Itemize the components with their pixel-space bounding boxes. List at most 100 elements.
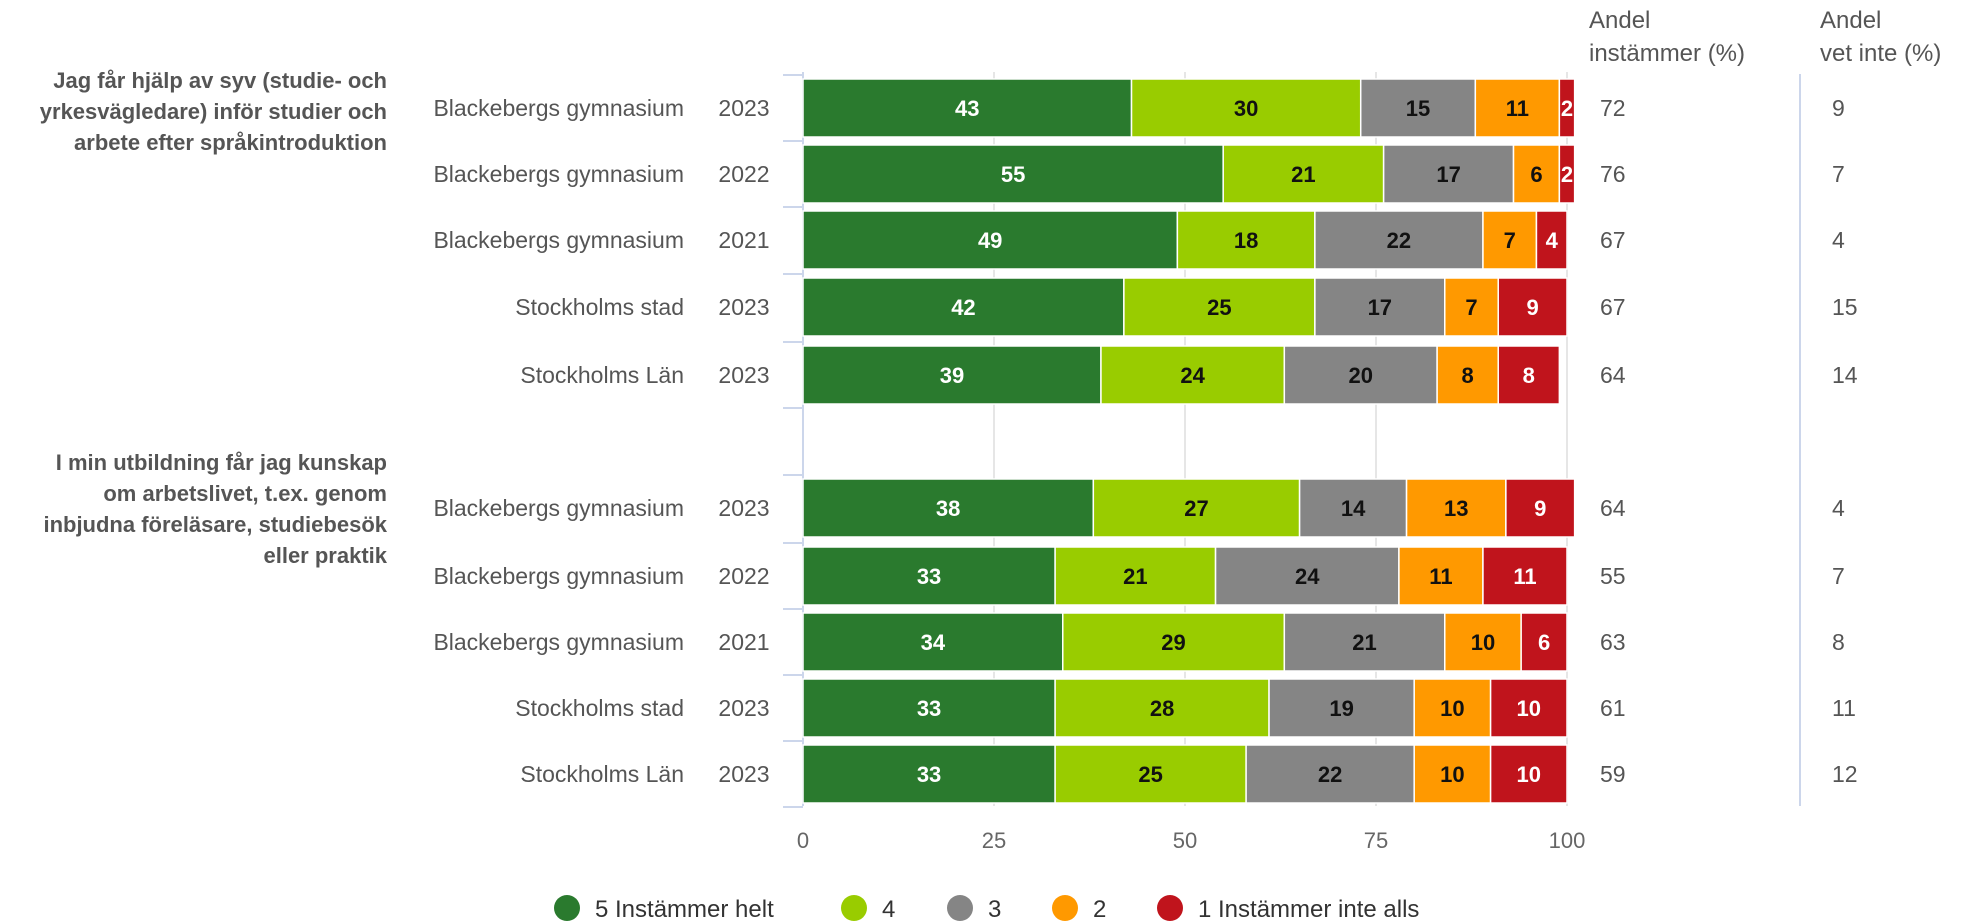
bar-segment[interactable] <box>802 546 1056 606</box>
bar-segment[interactable] <box>1283 612 1446 672</box>
legend-label: 2 <box>1093 896 1106 923</box>
bar-segment[interactable] <box>802 277 1125 337</box>
bar-segment[interactable] <box>1283 345 1438 405</box>
bar-segment[interactable] <box>1489 744 1568 804</box>
data-label: 9 <box>1534 496 1546 521</box>
dontknow-value: 4 <box>1832 227 1845 253</box>
group-title: yrkesvägledare) inför studier och <box>40 99 387 124</box>
data-label: 24 <box>1180 363 1205 388</box>
data-label: 29 <box>1161 630 1185 655</box>
legend-item[interactable]: 5 Instämmer helt <box>554 895 774 923</box>
data-label: 2 <box>1561 162 1573 187</box>
bar-segment[interactable] <box>1398 546 1484 606</box>
data-label: 10 <box>1440 762 1464 787</box>
data-label: 8 <box>1523 363 1535 388</box>
bar-segment[interactable] <box>1176 210 1316 270</box>
bar-segment[interactable] <box>1100 345 1286 405</box>
bar-segment[interactable] <box>1268 678 1415 738</box>
row-year: 2021 <box>718 227 769 253</box>
bar-segment[interactable] <box>1314 210 1484 270</box>
data-label: 8 <box>1462 363 1474 388</box>
bar-segment[interactable] <box>802 478 1095 538</box>
data-label: 19 <box>1329 696 1353 721</box>
bar-segment[interactable] <box>1298 478 1408 538</box>
bar-segment[interactable] <box>802 210 1179 270</box>
bar-segment[interactable] <box>1413 744 1492 804</box>
bar-segment[interactable] <box>1054 678 1270 738</box>
agree-value: 76 <box>1600 161 1626 187</box>
bar-segment[interactable] <box>802 744 1056 804</box>
legend-label: 3 <box>988 896 1001 923</box>
legend: 5 Instämmer helt 4 3 2 1 Instämmer inte alls <box>554 895 1419 923</box>
bar-segment[interactable] <box>1474 78 1561 138</box>
bar-segment[interactable] <box>802 678 1056 738</box>
group-title: inbjudna föreläsare, studiebesök <box>43 512 387 537</box>
bar-segment[interactable] <box>1489 678 1568 738</box>
legend-swatch <box>1157 895 1183 921</box>
bar-segment[interactable] <box>1123 277 1316 337</box>
legend-item[interactable]: 2 <box>1052 895 1106 923</box>
agree-value: 72 <box>1600 95 1626 121</box>
legend-swatch <box>947 895 973 921</box>
data-label: 30 <box>1234 96 1258 121</box>
bar-segment[interactable] <box>1520 612 1568 672</box>
bar-segment[interactable] <box>1222 144 1385 204</box>
bar-segment[interactable] <box>1054 744 1247 804</box>
bar-segment[interactable] <box>1314 277 1446 337</box>
agree-value: 64 <box>1600 495 1626 521</box>
data-label: 33 <box>917 762 941 787</box>
bar-row: Blackebergs gymnasium 2022 33 21 24 11 11 55 7 <box>433 546 1845 606</box>
legend-item[interactable]: 4 <box>841 895 895 923</box>
legend-item[interactable]: 1 Instämmer inte alls <box>1157 895 1419 923</box>
bar-segment[interactable] <box>1405 478 1507 538</box>
bar-segment[interactable] <box>802 612 1064 672</box>
bar-segment[interactable] <box>802 345 1102 405</box>
bar-segment[interactable] <box>1130 78 1362 138</box>
bar-segment[interactable] <box>1245 744 1415 804</box>
legend-label: 1 Instämmer inte alls <box>1198 896 1419 923</box>
row-year: 2022 <box>718 161 769 187</box>
agree-column-header: instämmer (%) <box>1589 40 1745 67</box>
bar-segment[interactable] <box>1558 78 1576 138</box>
data-label: 10 <box>1471 630 1495 655</box>
dontknow-value: 7 <box>1832 161 1845 187</box>
group-title: eller praktik <box>263 543 387 568</box>
bar-row: Stockholms Län 2023 39 24 20 8 8 64 14 <box>520 345 1858 405</box>
data-label: 10 <box>1440 696 1464 721</box>
row-year: 2022 <box>718 563 769 589</box>
bar-segment[interactable] <box>1214 546 1400 606</box>
bar-segment[interactable] <box>1535 210 1568 270</box>
bar-segment[interactable] <box>1482 210 1538 270</box>
bar-row: Stockholms stad 2023 33 28 19 10 10 61 11 <box>515 678 1856 738</box>
legend-item[interactable]: 3 <box>947 895 1001 923</box>
group-title: Jag får hjälp av syv (studie- och <box>53 68 387 93</box>
bar-segment[interactable] <box>1482 546 1568 606</box>
data-label: 21 <box>1291 162 1315 187</box>
bar-segment[interactable] <box>1558 144 1576 204</box>
bar-segment[interactable] <box>802 144 1224 204</box>
bar-segment[interactable] <box>1512 144 1561 204</box>
row-label: Stockholms Län <box>520 761 684 787</box>
data-label: 17 <box>1368 295 1392 320</box>
data-label: 2 <box>1561 96 1573 121</box>
data-label: 6 <box>1530 162 1542 187</box>
bar-segment[interactable] <box>1444 277 1499 337</box>
bar-segment[interactable] <box>1436 345 1499 405</box>
legend-swatch <box>554 895 580 921</box>
bar-segment[interactable] <box>1444 612 1522 672</box>
bar-segment[interactable] <box>1054 546 1217 606</box>
bar-segment[interactable] <box>1505 478 1576 538</box>
data-label: 15 <box>1406 96 1430 121</box>
bar-segment[interactable] <box>1062 612 1286 672</box>
dontknow-value: 15 <box>1832 294 1858 320</box>
dontknow-value: 4 <box>1832 495 1845 521</box>
bar-segment[interactable] <box>1497 277 1568 337</box>
dontknow-column-header: vet inte (%) <box>1820 40 1941 67</box>
data-label: 33 <box>917 696 941 721</box>
bar-segment[interactable] <box>802 78 1133 138</box>
row-label: Blackebergs gymnasium <box>433 161 684 187</box>
bar-segment[interactable] <box>1497 345 1561 405</box>
data-label: 42 <box>951 295 975 320</box>
x-tick-label: 50 <box>1173 828 1197 853</box>
